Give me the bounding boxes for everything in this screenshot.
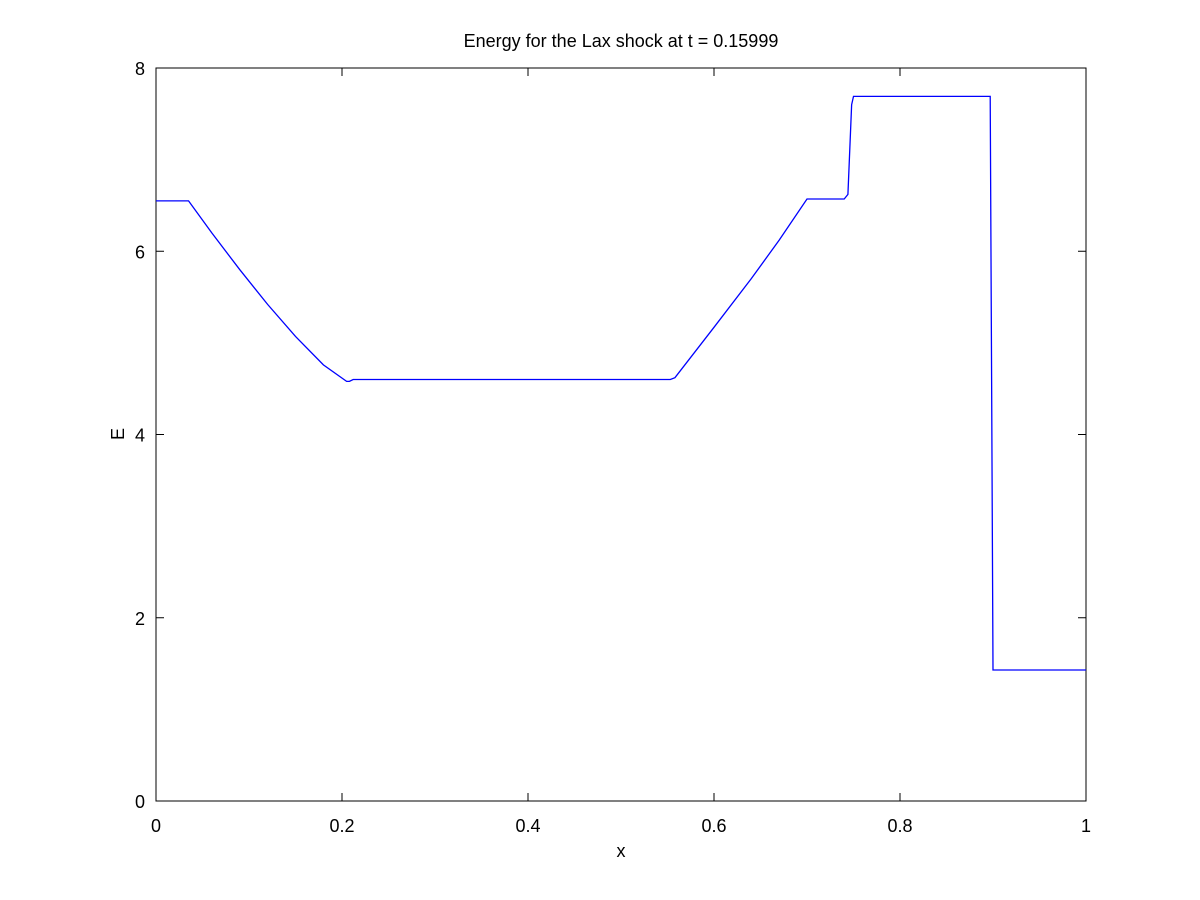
energy-series-line — [156, 95, 1086, 671]
x-axis-label: x — [617, 841, 626, 861]
y-axis-label: E — [108, 428, 128, 440]
axis-ticks — [155, 67, 1087, 802]
y-tick-label: 4 — [135, 426, 145, 446]
y-tick-labels: 0 2 4 6 8 — [135, 59, 145, 812]
x-tick-label: 0.4 — [515, 816, 540, 836]
x-tick-label: 0.6 — [701, 816, 726, 836]
plot-frame — [155, 67, 1087, 802]
x-tick-label: 0.2 — [329, 816, 354, 836]
y-tick-label: 8 — [135, 59, 145, 79]
x-tick-labels: 0 0.2 0.4 0.6 0.8 1 — [151, 816, 1091, 836]
y-tick-label: 6 — [135, 242, 145, 262]
chart-title: Energy for the Lax shock at t = 0.15999 — [464, 31, 779, 51]
x-tick-label: 0.8 — [887, 816, 912, 836]
y-tick-label: 2 — [135, 609, 145, 629]
x-tick-label: 1 — [1081, 816, 1091, 836]
y-tick-label: 0 — [135, 792, 145, 812]
x-tick-label: 0 — [151, 816, 161, 836]
